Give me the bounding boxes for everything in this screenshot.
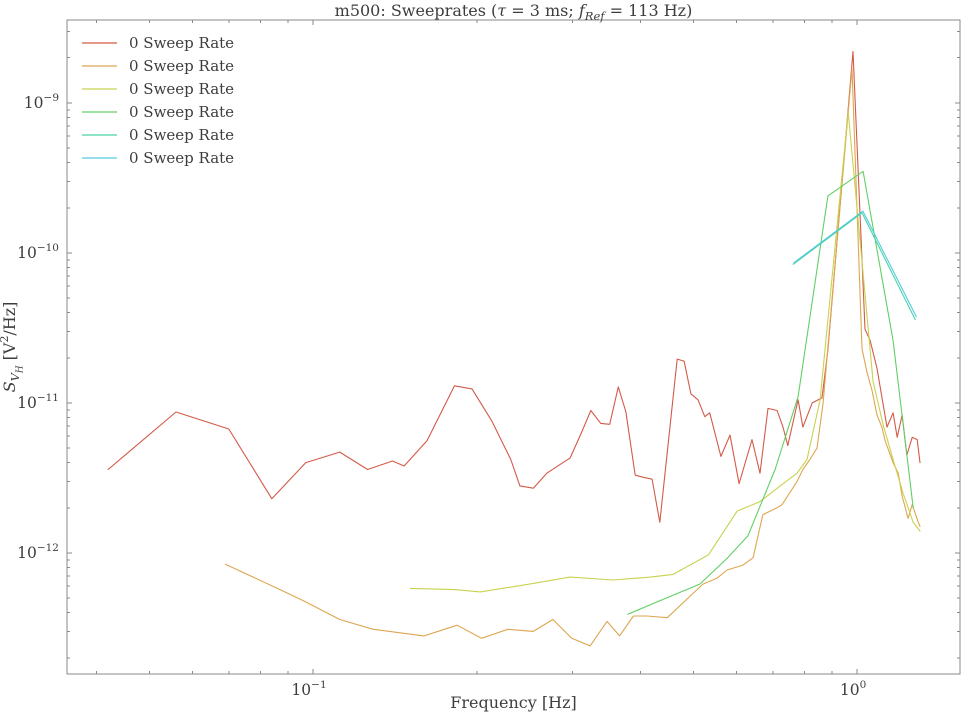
series-line-5 [793,210,917,318]
tick-label: 10−12 [17,542,59,562]
plot-series [107,50,921,647]
legend-label: 0 Sweep Rate [129,80,234,98]
legend-item-3: 0 Sweep Rate [82,103,234,121]
legend-item-2: 0 Sweep Rate [82,80,234,98]
series-line-2 [409,111,921,593]
legend-label: 0 Sweep Rate [129,103,234,121]
legend-item-4: 0 Sweep Rate [82,126,234,144]
axis-ticks [67,20,960,674]
tick-label: 100 [840,679,866,699]
legend-item-1: 0 Sweep Rate [82,57,234,75]
axes-spines [66,19,961,675]
legend-label: 0 Sweep Rate [129,34,234,52]
tick-label: 10−1 [291,679,326,699]
series-line-0 [107,50,921,523]
legend-label: 0 Sweep Rate [129,126,234,144]
x-axis-label: Frequency [Hz] [450,693,577,712]
y-axis-label: SVH [V2/Hz] [0,302,26,393]
series-line-3 [627,170,914,615]
series-line-1 [224,67,921,647]
legend-item-0: 0 Sweep Rate [82,34,234,52]
tick-label: 10−9 [24,92,59,112]
legend-label: 0 Sweep Rate [129,149,234,167]
chart-title: m500: Sweeprates (τ = 3 ms; fRef = 113 H… [335,1,693,23]
series-line-4 [792,212,916,321]
legend: 0 Sweep Rate 0 Sweep Rate 0 Sweep Rate 0 Sw… [82,34,234,167]
tick-label: 10−11 [17,392,59,412]
legend-label: 0 Sweep Rate [129,57,234,75]
tick-label: 10−10 [17,242,59,262]
legend-item-5: 0 Sweep Rate [82,149,234,167]
